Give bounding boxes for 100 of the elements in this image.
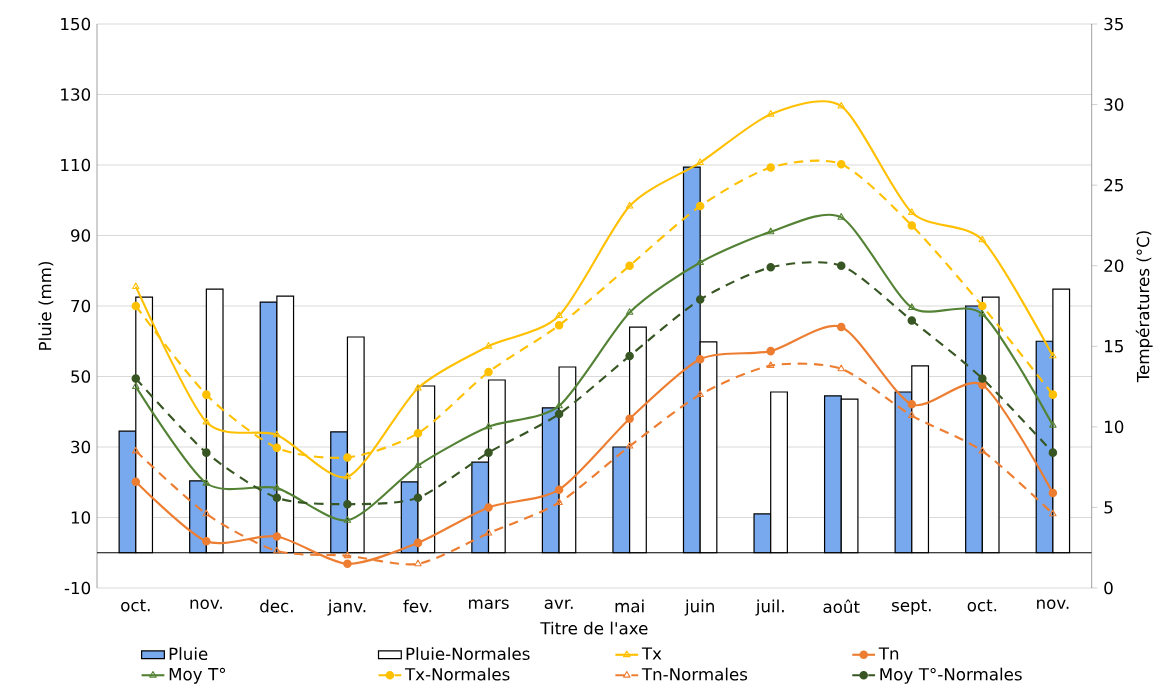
point — [978, 301, 987, 311]
point — [273, 430, 281, 438]
point — [202, 417, 211, 425]
x-tick-label: juin — [684, 599, 714, 616]
y-tick-label: 110 — [61, 158, 91, 172]
y-tick-label: 50 — [71, 370, 91, 383]
point — [695, 201, 705, 211]
point — [836, 322, 846, 332]
legend-label: Tx — [641, 647, 662, 660]
y2-tick-label: 20 — [1104, 259, 1124, 273]
point — [766, 163, 775, 172]
x-tick-label: août — [823, 599, 860, 614]
y-tick-label: 90 — [71, 229, 91, 242]
y-tick-label: 10 — [71, 511, 91, 524]
point — [484, 367, 493, 377]
x-tick-label: janv. — [327, 599, 366, 616]
point — [131, 301, 141, 311]
point — [695, 354, 705, 364]
point — [978, 235, 987, 243]
point — [978, 446, 987, 454]
point — [202, 509, 211, 517]
point — [625, 308, 634, 315]
point — [554, 485, 564, 494]
point — [908, 303, 916, 311]
point — [836, 159, 846, 169]
point — [272, 493, 282, 503]
point — [202, 537, 211, 546]
point — [484, 422, 493, 430]
point — [1049, 420, 1057, 428]
point — [766, 109, 775, 117]
point — [625, 351, 634, 361]
x-tick-label: nov. — [1037, 599, 1069, 610]
point — [414, 559, 422, 567]
x-tick-label: nov. — [190, 599, 222, 610]
point — [978, 309, 987, 317]
point — [907, 221, 917, 230]
y2-tick-label: 5 — [1104, 501, 1113, 514]
point — [272, 532, 282, 541]
legend-label: Tn — [878, 647, 899, 660]
y-tick-label: 70 — [71, 299, 91, 313]
line-series — [132, 213, 1057, 523]
point — [343, 472, 352, 480]
point — [1048, 488, 1058, 498]
y-tick-label: 30 — [71, 440, 91, 454]
point — [695, 295, 705, 304]
point — [837, 101, 846, 109]
y2-tick-label: 35 — [1104, 17, 1123, 31]
point — [484, 342, 493, 349]
point — [554, 409, 564, 419]
point — [766, 263, 775, 272]
point — [908, 208, 916, 215]
point — [766, 361, 775, 369]
line-series — [132, 100, 1057, 480]
point — [273, 546, 281, 554]
point — [202, 390, 211, 399]
point — [837, 213, 846, 220]
y-tick-label: 150 — [61, 17, 91, 31]
y2-tick-label: 10 — [1105, 420, 1124, 434]
point — [555, 498, 563, 505]
x-tick-label: sept. — [892, 599, 931, 615]
point — [1048, 448, 1058, 457]
point — [414, 383, 422, 391]
point — [132, 382, 140, 389]
point — [555, 311, 563, 319]
point — [837, 364, 846, 372]
point — [554, 321, 564, 330]
point — [413, 538, 423, 548]
x-axis-title: Titre de l'axe — [540, 621, 648, 635]
x-tick-label: avr. — [544, 599, 573, 610]
point — [625, 414, 634, 424]
point — [343, 551, 352, 559]
point — [696, 158, 704, 165]
point — [907, 400, 917, 409]
y2-tick-label: 25 — [1104, 178, 1123, 192]
point — [414, 461, 422, 468]
point — [343, 499, 352, 509]
point — [272, 443, 282, 453]
point — [484, 528, 493, 536]
legend-label: Moy T° — [169, 667, 226, 684]
point — [132, 446, 140, 454]
x-tick-label: dec. — [260, 599, 293, 613]
point — [907, 316, 917, 325]
y2-tick-label: 0 — [1104, 581, 1113, 595]
x-tick-label: juil. — [755, 599, 784, 616]
legend-label: Tx-Normales — [404, 667, 510, 681]
point — [484, 503, 493, 512]
x-tick-label: fev. — [403, 599, 432, 613]
x-tick-label: mars — [469, 599, 509, 610]
point — [413, 493, 423, 503]
point — [625, 261, 634, 270]
point — [766, 227, 775, 235]
x-tick-label: oct. — [121, 599, 150, 612]
x-tick-label: oct. — [967, 599, 997, 612]
point — [1049, 351, 1057, 359]
point — [484, 448, 493, 457]
y-tick-label: 130 — [61, 88, 91, 101]
point — [908, 411, 916, 418]
point — [131, 374, 141, 383]
point — [836, 261, 846, 270]
legend-label: Tn-Normales — [641, 667, 748, 681]
